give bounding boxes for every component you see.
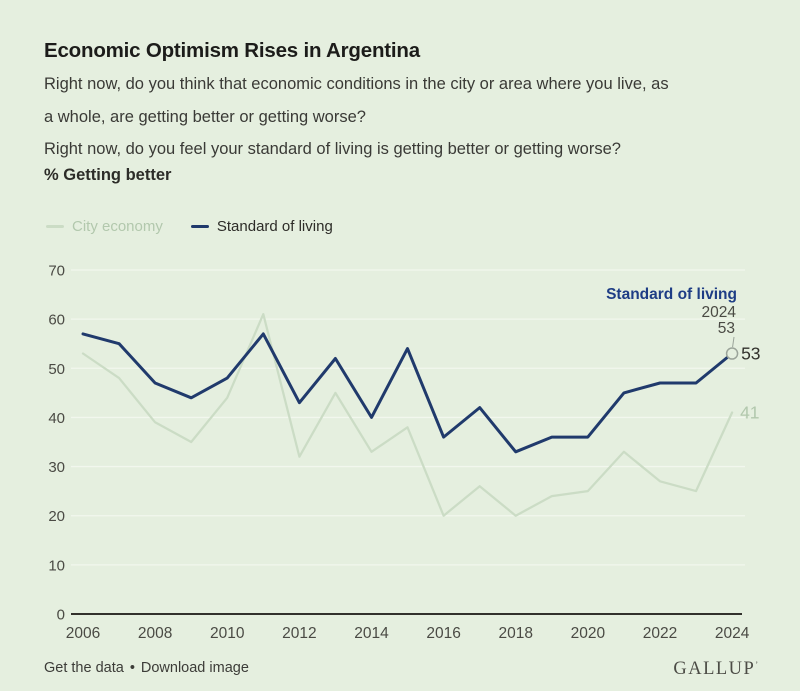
city-economy-line [81,313,734,517]
link-separator: • [129,660,135,676]
page-title: Economic Optimism Rises in Argentina [44,38,420,62]
city-endpoint-label: 41 [740,403,759,423]
x-tick-label: 2022 [643,625,677,642]
x-tick-label: 2010 [210,625,245,642]
x-tick-label: 2020 [571,625,606,642]
question-city-line2: a whole, are getting better or getting w… [44,107,366,126]
legend-city-label: City economy [72,218,163,235]
annotation-value: 53 [718,320,735,337]
metric-label: % Getting better [44,166,172,184]
standard-of-living-swatch [190,225,209,228]
y-tick-label: 60 [48,312,65,329]
legend-standard-label: Standard of living [216,218,333,235]
get-data-link[interactable]: Get the data [44,660,124,676]
download-image-link[interactable]: Download image [140,660,249,676]
footer-links: Get the data • Download image [44,660,249,676]
x-tick-label: 2018 [498,625,532,642]
standard-endpoint-label: 53 [741,344,760,364]
x-tick-label: 2016 [426,625,460,642]
x-tick-label: 2024 [715,625,750,642]
y-tick-label: 0 [57,607,65,624]
y-tick-label: 70 [48,263,65,280]
legend-item-standard-of-living: Standard of living [190,218,333,235]
y-tick-label: 30 [48,459,65,476]
x-tick-label: 2006 [66,625,100,642]
trademark-mark: ʼ [755,659,758,669]
chart-legend: City economy Standard of living [46,218,333,235]
x-tick-label: 2014 [354,625,389,642]
y-tick-label: 20 [48,508,65,525]
trend-line-chart: 0 10 20 30 40 50 60 70 2006 2008 2010 2012 2014 2016 2… [48,263,760,643]
x-tick-label: 2012 [282,625,316,642]
survey-questions: Right now, do you think that economic co… [44,68,669,166]
y-tick-label: 10 [48,557,65,574]
y-tick-label: 40 [48,410,65,427]
annotation-connector [732,336,735,348]
standard-of-living-line [81,332,734,454]
annotation-year: 2024 [702,304,737,321]
y-tick-label: 50 [48,361,65,378]
question-city-line1: Right now, do you think that economic co… [44,75,669,93]
question-standard: Right now, do you feel your standard of … [44,140,621,158]
endpoint-marker [725,347,739,360]
gallup-logo: GALLUPʼ [673,659,758,679]
legend-item-city-economy: City economy [46,218,163,235]
x-tick-label: 2008 [138,625,172,642]
annotation-series-label: Standard of living [606,286,737,303]
city-economy-swatch [46,225,64,228]
